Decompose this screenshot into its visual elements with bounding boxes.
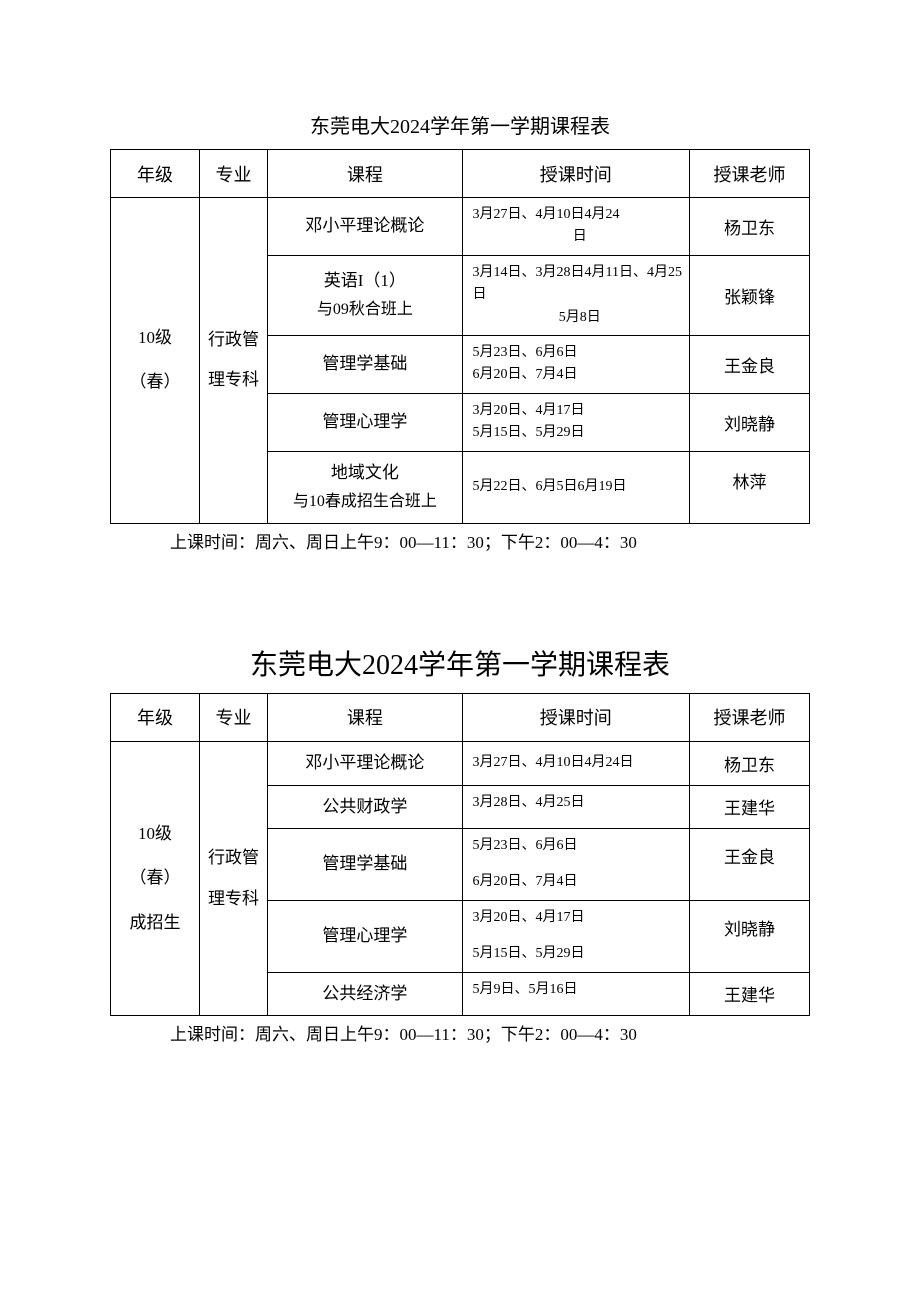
time-line2: 6月20日、7月4日 — [473, 871, 687, 893]
teacher-cell: 杨卫东 — [690, 741, 810, 785]
teacher-cell: 张颖锋 — [690, 255, 810, 335]
course-name: 英语I（1） — [270, 266, 459, 297]
time-cell: 5月22日、6月5日6月19日 — [462, 451, 689, 523]
course-name: 邓小平理论概论 — [270, 211, 459, 242]
grade-line3: 成招生 — [113, 901, 197, 945]
course-cell: 公共财政学 — [268, 785, 462, 829]
course-sub: 与10春成招生合班上 — [270, 488, 459, 517]
header-course: 课程 — [268, 150, 462, 198]
time-cell: 3月14日、3月28日4月11日、4月25日 5月8日 — [462, 255, 689, 335]
time-cell: 5月23日、6月6日 6月20日、7月4日 — [462, 335, 689, 393]
major-cell: 行政管 理专科 — [199, 741, 267, 1015]
time-cell: 3月28日、4月25日 — [462, 785, 689, 829]
major-line2: 理专科 — [202, 360, 265, 401]
course-sub: 与09秋合班上 — [270, 296, 459, 325]
course-cell: 公共经济学 — [268, 972, 462, 1016]
time-line1: 3月20日、4月17日 — [473, 400, 687, 422]
header-time: 授课时间 — [462, 693, 689, 741]
course-cell: 英语I（1） 与09秋合班上 — [268, 255, 462, 335]
table2-footer: 上课时间：周六、周日上午9：00—11：30；下午2：00—4：30 — [110, 1020, 810, 1045]
schedule-table-1: 年级 专业 课程 授课时间 授课老师 10级 （春） 行政管 理专科 邓小平理论… — [110, 149, 810, 524]
table1-title: 东莞电大2024学年第一学期课程表 — [110, 110, 810, 139]
schedule-section-2: 东莞电大2024学年第一学期课程表 年级 专业 课程 授课时间 授课老师 10级… — [110, 643, 810, 1045]
major-line1: 行政管 — [202, 320, 265, 361]
teacher-cell: 王建华 — [690, 785, 810, 829]
teacher-cell: 王金良 — [690, 335, 810, 393]
course-name: 邓小平理论概论 — [270, 748, 459, 779]
grade-cell: 10级 （春） 成招生 — [111, 741, 200, 1015]
schedule-table-2: 年级 专业 课程 授课时间 授课老师 10级 （春） 成招生 行政管 理专科 — [110, 693, 810, 1016]
major-cell: 行政管 理专科 — [199, 198, 267, 524]
schedule-section-1: 东莞电大2024学年第一学期课程表 年级 专业 课程 授课时间 授课老师 10级… — [110, 110, 810, 553]
course-cell: 邓小平理论概论 — [268, 741, 462, 785]
time-cell: 3月27日、4月10日4月24 日 — [462, 198, 689, 256]
course-name: 管理心理学 — [270, 407, 459, 438]
course-name: 管理心理学 — [270, 921, 459, 952]
table2-title: 东莞电大2024学年第一学期课程表 — [110, 643, 810, 683]
time-line1: 5月23日、6月6日 — [473, 342, 687, 364]
time-cell: 5月9日、5月16日 — [462, 972, 689, 1016]
header-course: 课程 — [268, 693, 462, 741]
course-name: 公共财政学 — [270, 792, 459, 823]
grade-line2: （春） — [113, 856, 197, 900]
header-major: 专业 — [199, 693, 267, 741]
course-cell: 管理学基础 — [268, 829, 462, 901]
course-name: 公共经济学 — [270, 979, 459, 1010]
table-header-row: 年级 专业 课程 授课时间 授课老师 — [111, 693, 810, 741]
time-line1: 3月27日、4月10日4月24日 — [473, 752, 687, 774]
time-line1: 5月9日、5月16日 — [473, 979, 687, 1001]
time-line1: 3月20日、4月17日 — [473, 907, 687, 929]
course-cell: 管理学基础 — [268, 335, 462, 393]
time-line2: 6月20日、7月4日 — [473, 364, 687, 386]
table1-footer: 上课时间：周六、周日上午9：00—11：30；下午2：00—4：30 — [110, 528, 810, 553]
time-line1: 3月28日、4月25日 — [473, 792, 687, 814]
grade-cell: 10级 （春） — [111, 198, 200, 524]
teacher-cell: 刘晓静 — [690, 900, 810, 972]
time-line2: 5月15日、5月29日 — [473, 422, 687, 444]
course-name: 管理学基础 — [270, 849, 459, 880]
course-cell: 地域文化 与10春成招生合班上 — [268, 451, 462, 523]
teacher-cell: 刘晓静 — [690, 393, 810, 451]
table-header-row: 年级 专业 课程 授课时间 授课老师 — [111, 150, 810, 198]
time-line2: 5月8日 — [473, 307, 687, 329]
time-cell: 3月20日、4月17日 5月15日、5月29日 — [462, 393, 689, 451]
header-time: 授课时间 — [462, 150, 689, 198]
course-name: 地域文化 — [270, 458, 459, 489]
time-cell: 5月23日、6月6日 6月20日、7月4日 — [462, 829, 689, 901]
grade-line1: 10级 — [113, 316, 197, 360]
teacher-cell: 林萍 — [690, 451, 810, 523]
major-line2: 理专科 — [202, 879, 265, 920]
time-line1: 5月23日、6月6日 — [473, 835, 687, 857]
time-cell: 3月20日、4月17日 5月15日、5月29日 — [462, 900, 689, 972]
teacher-cell: 王金良 — [690, 829, 810, 901]
table-row: 10级 （春） 成招生 行政管 理专科 邓小平理论概论 3月27日、4月10日4… — [111, 741, 810, 785]
course-name: 管理学基础 — [270, 349, 459, 380]
teacher-cell: 王建华 — [690, 972, 810, 1016]
major-line1: 行政管 — [202, 838, 265, 879]
time-line1: 3月14日、3月28日4月11日、4月25日 — [473, 262, 687, 307]
grade-line1: 10级 — [113, 812, 197, 856]
course-cell: 管理心理学 — [268, 900, 462, 972]
course-cell: 管理心理学 — [268, 393, 462, 451]
teacher-cell: 杨卫东 — [690, 198, 810, 256]
header-major: 专业 — [199, 150, 267, 198]
time-line2: 5月15日、5月29日 — [473, 943, 687, 965]
time-cell: 3月27日、4月10日4月24日 — [462, 741, 689, 785]
time-line1: 3月27日、4月10日4月24 — [473, 204, 687, 226]
header-teacher: 授课老师 — [690, 150, 810, 198]
course-cell: 邓小平理论概论 — [268, 198, 462, 256]
time-line2: 日 — [473, 226, 687, 248]
table-row: 10级 （春） 行政管 理专科 邓小平理论概论 3月27日、4月10日4月24 … — [111, 198, 810, 256]
header-grade: 年级 — [111, 693, 200, 741]
header-teacher: 授课老师 — [690, 693, 810, 741]
time-line1: 5月22日、6月5日6月19日 — [473, 476, 687, 498]
grade-line2: （春） — [113, 360, 197, 404]
header-grade: 年级 — [111, 150, 200, 198]
